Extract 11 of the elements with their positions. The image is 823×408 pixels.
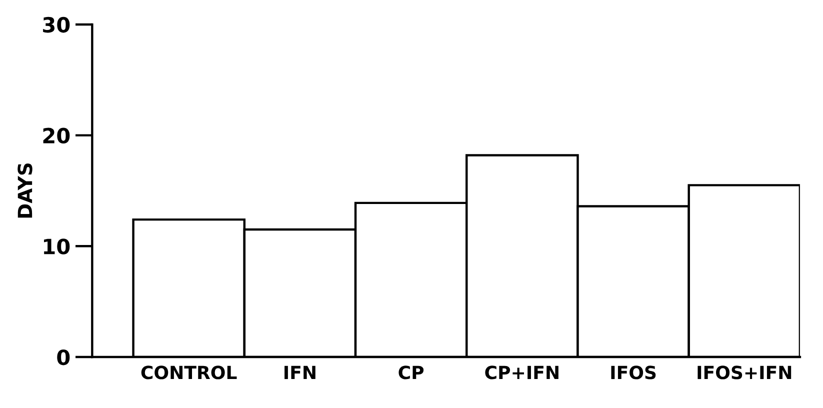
y-axis-title: DAYS	[18, 163, 32, 218]
y-tick-label: 10	[44, 238, 70, 254]
x-tick-label: CP+IFN	[485, 366, 558, 380]
x-tick-label: CONTROL	[141, 366, 237, 380]
x-tick-label: CP	[398, 366, 424, 380]
x-tick-label: IFOS	[611, 366, 656, 380]
y-tick-label: 30	[43, 16, 70, 33]
y-tick-label: 0	[57, 349, 70, 366]
x-tick-label: IFN	[284, 366, 316, 380]
x-tick-label: IFOS+IFN	[698, 366, 792, 380]
y-tick-label: 20	[43, 128, 70, 144]
